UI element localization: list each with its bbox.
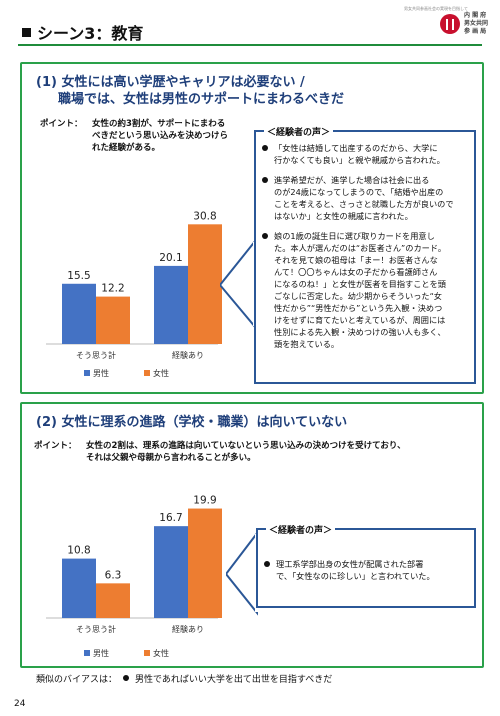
section1-chart: 15.5 12.2 そう思う計 20.1 30.8 経験あり男性 女性 — [32, 164, 232, 384]
bar — [96, 583, 130, 618]
point-line: 女性の約3割が、サポートにまわる — [92, 119, 226, 129]
bar — [62, 283, 96, 344]
point-line: べきだという思い込みを決めつけら — [92, 131, 229, 141]
voice-line: 「女性は結婚して出産するのだから、大学に — [274, 143, 438, 153]
voice-line: 進学希望だが、進学した場合は社会に出る — [274, 175, 430, 185]
bias-text: 男性であればいい大学を出て出世を目指すべきだ — [135, 675, 333, 685]
data-label: 10.8 — [67, 545, 90, 557]
data-label: 19.9 — [193, 495, 216, 507]
bias-label: 類似のバイアスは： — [36, 675, 118, 685]
voice-line: それを見て娘の祖母は「まー！お医者さんな — [274, 255, 438, 265]
voice-item: 「女性は結婚して出産するのだから、大学に 行かなくても良い」と親や親戚から言われ… — [262, 142, 468, 166]
voice-line: た。本人が選んだのは“お医者さん”のカード。 — [274, 243, 447, 253]
voice-line: 娘の1歳の誕生日に選び取りカードを用意し — [274, 231, 435, 241]
point-line: 女性の2割は、理系の進路は向いていないという思い込みの決めつけを受けており、 — [86, 441, 406, 451]
legend-label: 男性 — [93, 368, 109, 378]
bar — [188, 224, 222, 344]
bullet-icon — [123, 675, 130, 681]
voice-line: ことを考えると、さっさと就職した方が良いので — [274, 199, 454, 209]
voice-title: ＜経験者の声＞ — [264, 125, 334, 138]
bullet-icon — [262, 145, 268, 151]
logo-text: 内 閣 府 男女共同 参 画 局 — [464, 12, 488, 36]
bar — [96, 296, 130, 344]
voice-line: 理工系学部出身の女性が配属された部署 — [276, 559, 424, 569]
voice-item: 進学希望だが、進学した場合は社会に出る のが24歳になってしまうので、「結婚や出… — [262, 174, 468, 222]
logo-line: 内 閣 府 — [464, 12, 487, 19]
voice-line: ごなしに否定した。幼少期からそういった“女 — [274, 291, 442, 301]
data-label: 30.8 — [193, 210, 216, 222]
voice-list: 「女性は結婚して出産するのだから、大学に 行かなくても良い」と親や親戚から言われ… — [262, 142, 468, 358]
section2-chart: 10.8 6.3 そう思う計 16.7 19.9 経験あり男性 女性 — [32, 482, 232, 662]
voice-line: 性別による先入観・決めつけの強い人も多く、 — [274, 327, 446, 337]
section2-voice-box: ＜経験者の声＞ 理工系学部出身の女性が配属された部署 で、「女性なのに珍しい」と… — [256, 523, 476, 608]
section1-title: (1) 女性には高い学歴やキャリアは必要ない / 職場では、女性は男性のサポート… — [36, 74, 344, 108]
voice-line: けをせずに育てたいと考えているが、周囲には — [274, 315, 446, 325]
voice-item: 理工系学部出身の女性が配属された部署 で、「女性なのに珍しい」と言われていた。 — [264, 558, 468, 582]
voice-pointer — [226, 532, 258, 616]
data-label: 15.5 — [67, 270, 90, 282]
voice-line: はないか」と女性の親戚に言われた。 — [274, 211, 413, 221]
data-label: 16.7 — [159, 512, 182, 524]
section2-panel: (2) 女性に理系の進路（学校・職業）は向いていない ポイント： 女性の2割は、… — [20, 402, 484, 668]
voice-list: 理工系学部出身の女性が配属された部署 で、「女性なのに珍しい」と言われていた。 — [264, 558, 468, 590]
category-label: そう思う計 — [76, 350, 116, 360]
point-line: それは父親や母親から言われることが多い。 — [86, 453, 256, 463]
bullet-icon — [262, 177, 268, 183]
point-label: ポイント： — [40, 119, 83, 129]
section1-panel: (1) 女性には高い学歴やキャリアは必要ない / 職場では、女性は男性のサポート… — [20, 62, 484, 394]
cabinet-office-logo: 男女共同参画社会の実現を目指して 内 閣 府 男女共同 参 画 局 — [404, 6, 494, 48]
voice-line: で、「女性なのに珍しい」と言われていた。 — [276, 571, 435, 581]
category-label: そう思う計 — [76, 624, 116, 634]
section1-voice-box: ＜経験者の声＞ 「女性は結婚して出産するのだから、大学に 行かなくても良い」と親… — [254, 125, 476, 384]
point-label: ポイント： — [34, 441, 77, 451]
data-label: 12.2 — [101, 283, 124, 295]
logo-mark-icon — [440, 14, 460, 34]
category-label: 経験あり — [172, 624, 204, 634]
voice-title: ＜経験者の声＞ — [266, 523, 336, 536]
logo-line: 参 画 局 — [464, 28, 487, 35]
voice-line: 性だから”“男性だから”という先入観・決めつ — [274, 303, 443, 313]
legend-swatch — [84, 370, 90, 376]
category-label: 経験あり — [172, 350, 204, 360]
logo-tagline: 男女共同参画社会の実現を目指して — [404, 6, 468, 11]
page-title: シーン3：教育 — [22, 20, 143, 44]
legend-swatch — [144, 650, 150, 656]
section2-title: (2) 女性に理系の進路（学校・職業）は向いていない — [36, 415, 348, 430]
legend-swatch — [144, 370, 150, 376]
logo-line: 男女共同 — [464, 20, 489, 27]
title-rule — [18, 44, 482, 46]
legend-label: 女性 — [153, 368, 169, 378]
title-square-icon — [22, 28, 31, 37]
similar-bias: 類似のバイアスは： 男性であればいい大学を出て出世を目指すべきだ — [36, 672, 332, 685]
bullet-icon — [262, 233, 268, 239]
voice-line: 行かなくても良い」と親や親戚から言われた。 — [274, 155, 445, 165]
voice-pointer — [220, 240, 256, 330]
bullet-icon — [264, 561, 270, 567]
legend-label: 男性 — [93, 648, 109, 658]
section1-title-line1: (1) 女性には高い学歴やキャリアは必要ない / — [36, 75, 305, 90]
legend-label: 女性 — [153, 648, 169, 658]
bar — [154, 265, 188, 344]
voice-line: んて！〇〇ちゃんは女の子だから看護師さん — [274, 267, 438, 277]
bar — [62, 558, 96, 618]
voice-line: 頭を抱えている。 — [274, 339, 340, 349]
bar — [154, 526, 188, 618]
point-line: れた経験がある。 — [92, 143, 161, 153]
data-label: 6.3 — [105, 569, 122, 581]
data-label: 20.1 — [159, 252, 182, 264]
voice-line: のが24歳になってしまうので、「結婚や出産の — [274, 187, 444, 197]
section1-title-line2: 職場では、女性は男性のサポートにまわるべきだ — [58, 92, 345, 107]
page-title-text: シーン3：教育 — [37, 24, 144, 43]
bar — [188, 508, 222, 618]
legend-swatch — [84, 650, 90, 656]
voice-item: 娘の1歳の誕生日に選び取りカードを用意し た。本人が選んだのは“お医者さん”のカ… — [262, 230, 468, 350]
voice-line: になるのね！」と女性が医者を目指すことを頭 — [274, 279, 446, 289]
page-number: 24 — [14, 699, 26, 709]
